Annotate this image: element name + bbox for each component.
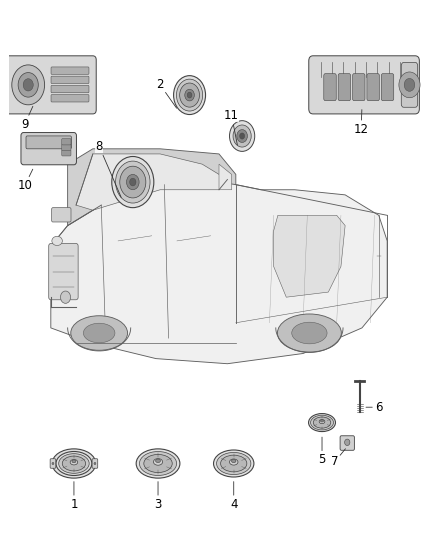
FancyBboxPatch shape xyxy=(51,94,89,102)
FancyBboxPatch shape xyxy=(51,67,89,75)
Ellipse shape xyxy=(308,414,336,432)
Ellipse shape xyxy=(292,322,327,344)
Ellipse shape xyxy=(228,464,239,470)
Ellipse shape xyxy=(139,451,177,475)
Ellipse shape xyxy=(52,449,96,478)
Text: 9: 9 xyxy=(21,106,33,131)
FancyBboxPatch shape xyxy=(324,74,336,101)
Circle shape xyxy=(127,174,139,190)
Text: 7: 7 xyxy=(331,449,346,469)
Circle shape xyxy=(399,72,420,98)
FancyBboxPatch shape xyxy=(52,208,71,222)
FancyBboxPatch shape xyxy=(21,133,77,165)
FancyBboxPatch shape xyxy=(340,436,354,450)
Text: 10: 10 xyxy=(17,169,33,192)
Ellipse shape xyxy=(313,417,331,428)
FancyBboxPatch shape xyxy=(51,85,89,93)
Text: 6: 6 xyxy=(366,401,382,414)
FancyBboxPatch shape xyxy=(62,139,71,145)
Text: 2: 2 xyxy=(156,78,177,108)
Circle shape xyxy=(404,78,415,91)
Circle shape xyxy=(18,72,38,97)
Circle shape xyxy=(112,157,154,208)
Text: 8: 8 xyxy=(95,140,121,197)
Circle shape xyxy=(185,89,194,101)
Ellipse shape xyxy=(321,420,324,422)
FancyBboxPatch shape xyxy=(309,56,419,114)
FancyBboxPatch shape xyxy=(62,150,71,156)
FancyBboxPatch shape xyxy=(49,244,78,300)
Circle shape xyxy=(240,133,245,139)
FancyBboxPatch shape xyxy=(51,76,89,84)
FancyBboxPatch shape xyxy=(50,459,56,469)
Polygon shape xyxy=(67,149,236,225)
Text: 1: 1 xyxy=(70,482,78,511)
FancyBboxPatch shape xyxy=(92,459,98,469)
FancyBboxPatch shape xyxy=(0,72,8,98)
Circle shape xyxy=(180,83,199,107)
Ellipse shape xyxy=(230,459,238,465)
Circle shape xyxy=(12,65,45,105)
Ellipse shape xyxy=(311,415,333,430)
FancyBboxPatch shape xyxy=(367,74,379,101)
FancyBboxPatch shape xyxy=(381,74,394,101)
Circle shape xyxy=(116,161,150,203)
Ellipse shape xyxy=(71,316,127,350)
Ellipse shape xyxy=(72,460,76,463)
Ellipse shape xyxy=(216,453,251,474)
Ellipse shape xyxy=(232,459,236,463)
Circle shape xyxy=(237,130,247,142)
Circle shape xyxy=(173,76,205,115)
Ellipse shape xyxy=(152,465,164,471)
FancyBboxPatch shape xyxy=(353,74,365,101)
Text: 3: 3 xyxy=(154,482,162,511)
Polygon shape xyxy=(51,180,387,364)
Polygon shape xyxy=(76,154,227,210)
Circle shape xyxy=(130,178,136,186)
Ellipse shape xyxy=(83,323,115,343)
Circle shape xyxy=(233,125,251,147)
Text: 5: 5 xyxy=(318,437,326,466)
Circle shape xyxy=(23,79,33,91)
Circle shape xyxy=(94,462,96,465)
Ellipse shape xyxy=(56,451,92,475)
Ellipse shape xyxy=(214,450,254,477)
Ellipse shape xyxy=(277,314,341,352)
Circle shape xyxy=(120,166,146,198)
Ellipse shape xyxy=(62,456,85,471)
Ellipse shape xyxy=(59,454,89,473)
Circle shape xyxy=(52,462,54,465)
Circle shape xyxy=(60,291,71,303)
Circle shape xyxy=(230,120,255,151)
Ellipse shape xyxy=(136,449,180,478)
Circle shape xyxy=(177,79,203,111)
Ellipse shape xyxy=(69,464,79,469)
Ellipse shape xyxy=(318,423,326,427)
Ellipse shape xyxy=(155,459,160,463)
Circle shape xyxy=(187,92,192,98)
Ellipse shape xyxy=(221,455,247,472)
Ellipse shape xyxy=(153,458,162,465)
Text: 12: 12 xyxy=(353,110,369,136)
Circle shape xyxy=(1,81,7,88)
Polygon shape xyxy=(274,215,345,297)
Ellipse shape xyxy=(319,419,325,424)
Polygon shape xyxy=(219,164,232,190)
FancyBboxPatch shape xyxy=(62,144,71,150)
FancyBboxPatch shape xyxy=(1,56,96,114)
Ellipse shape xyxy=(52,236,62,246)
FancyBboxPatch shape xyxy=(338,74,350,101)
Ellipse shape xyxy=(70,459,78,465)
Text: 11: 11 xyxy=(224,109,239,145)
FancyBboxPatch shape xyxy=(26,136,71,149)
Ellipse shape xyxy=(144,455,172,473)
FancyBboxPatch shape xyxy=(401,62,418,107)
Circle shape xyxy=(345,439,350,446)
Text: 4: 4 xyxy=(230,482,237,511)
